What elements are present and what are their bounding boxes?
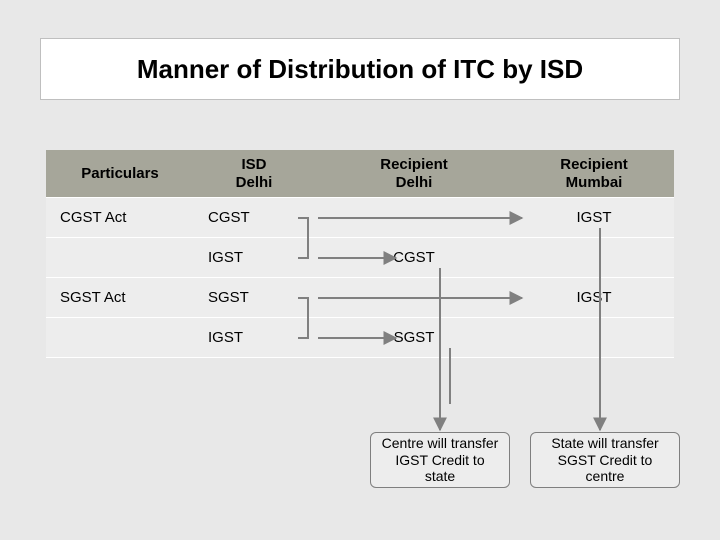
cell: SGST Act: [46, 278, 194, 318]
col-recipient-mumbai: Recipient Mumbai: [514, 150, 674, 198]
callout-state-transfer: State will transfer SGST Credit to centr…: [530, 432, 680, 488]
cell: CGST: [194, 198, 314, 238]
cell: [314, 198, 514, 238]
cell: [46, 238, 194, 278]
table-row: CGST Act CGST IGST: [46, 198, 674, 238]
cell: IGST: [194, 238, 314, 278]
cell: [46, 318, 194, 358]
cell: SGST: [194, 278, 314, 318]
col-isd-delhi: ISD Delhi: [194, 150, 314, 198]
page-title: Manner of Distribution of ITC by ISD: [137, 54, 583, 85]
cell: CGST Act: [46, 198, 194, 238]
title-container: Manner of Distribution of ITC by ISD: [40, 38, 680, 100]
cell: SGST: [314, 318, 514, 358]
callout-centre-transfer: Centre will transfer IGST Credit to stat…: [370, 432, 510, 488]
cell: [514, 238, 674, 278]
cell: [314, 278, 514, 318]
cell: CGST: [314, 238, 514, 278]
cell: IGST: [194, 318, 314, 358]
col-recipient-delhi: Recipient Delhi: [314, 150, 514, 198]
cell: IGST: [514, 198, 674, 238]
cell: [514, 318, 674, 358]
table-row: SGST Act SGST IGST: [46, 278, 674, 318]
col-particulars: Particulars: [46, 150, 194, 198]
cell: IGST: [514, 278, 674, 318]
table-header-row: Particulars ISD Delhi Recipient Delhi Re…: [46, 150, 674, 198]
itc-table: Particulars ISD Delhi Recipient Delhi Re…: [46, 150, 674, 358]
table-row: IGST SGST: [46, 318, 674, 358]
table-row: IGST CGST: [46, 238, 674, 278]
